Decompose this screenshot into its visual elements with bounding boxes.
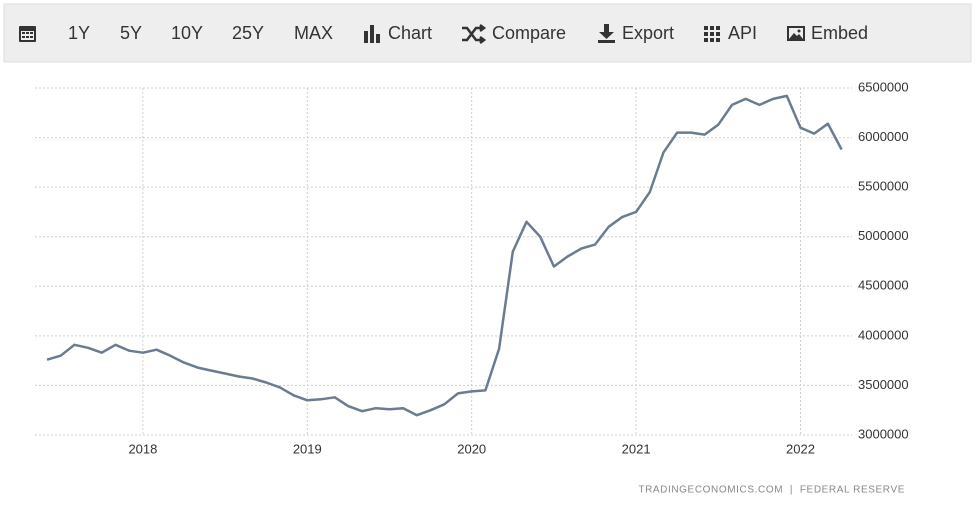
- compare-button[interactable]: Compare: [492, 23, 566, 43]
- embed-button[interactable]: Embed: [811, 23, 868, 43]
- y-tick-label: 6500000: [858, 79, 909, 94]
- source: TRADINGECONOMICS.COM | FEDERAL RESERVE: [638, 485, 905, 496]
- x-tick-label: 2021: [622, 441, 651, 456]
- calendar-button[interactable]: [19, 26, 36, 42]
- range-button[interactable]: 25Y: [232, 23, 264, 43]
- chart-icon: [364, 25, 380, 43]
- y-tick-label: 3000000: [858, 426, 909, 441]
- range-button[interactable]: 10Y: [171, 23, 203, 43]
- range-button[interactable]: 5Y: [120, 23, 142, 43]
- x-tick-label: 2018: [128, 441, 157, 456]
- embed-icon: [787, 26, 805, 41]
- y-tick-label: 4500000: [858, 278, 909, 293]
- y-tick-label: 6000000: [858, 129, 909, 144]
- x-tick-label: 2022: [786, 441, 815, 456]
- compare-icon: [462, 24, 487, 44]
- range-button[interactable]: 1Y: [68, 23, 90, 43]
- x-tick-label: 2019: [293, 441, 322, 456]
- chart-button[interactable]: Chart: [388, 23, 432, 43]
- api-button[interactable]: API: [728, 23, 757, 43]
- y-tick-label: 5500000: [858, 179, 909, 194]
- series-line: [46, 94, 843, 417]
- range-button[interactable]: MAX: [294, 23, 333, 43]
- api-icon: [704, 26, 720, 42]
- x-tick-label: 2020: [457, 441, 486, 456]
- export-button[interactable]: Export: [622, 23, 674, 43]
- export-icon: [598, 24, 615, 43]
- y-tick-label: 5000000: [858, 228, 909, 243]
- toolbar: [3, 3, 972, 63]
- y-tick-label: 3500000: [858, 377, 909, 392]
- y-tick-label: 4000000: [858, 327, 909, 342]
